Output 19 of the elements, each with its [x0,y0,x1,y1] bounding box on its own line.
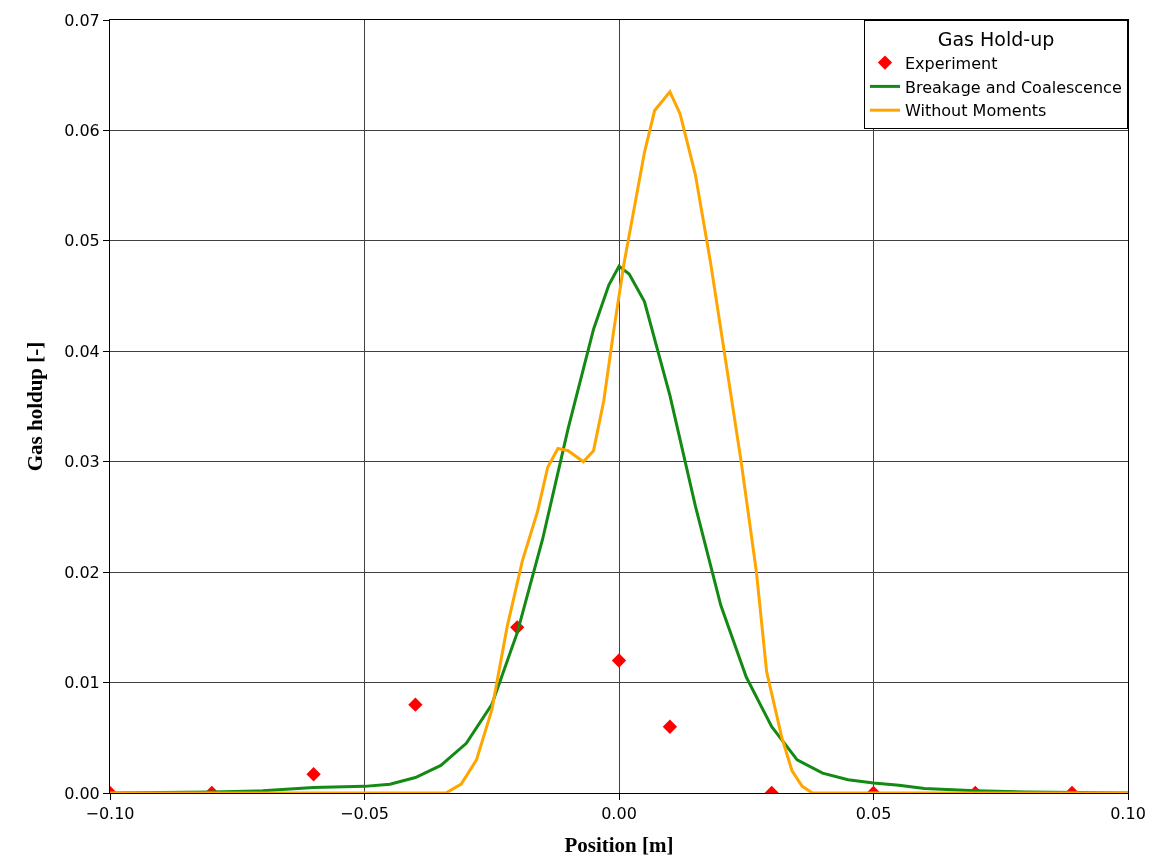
x-tick-label: −0.10 [85,804,135,824]
x-axis-title: Position [m] [564,833,674,858]
x-tick-label: −0.05 [339,804,390,824]
y-tick-label: 0.06 [64,121,100,141]
y-tick-label: 0.01 [64,673,100,693]
legend-label: Breakage and Coalescence [905,77,1122,97]
x-tick-label: 0.10 [1110,804,1146,824]
y-tick-label: 0.02 [64,562,100,582]
y-tick-label: 0.04 [64,341,100,361]
legend-label: Experiment [905,53,998,73]
y-tick-label: 0.05 [64,231,100,251]
y-tick-label: 0.00 [64,783,100,803]
legend-title: Gas Hold-up [937,27,1055,50]
x-tick-label: 0.00 [601,804,637,824]
y-axis-title: Gas holdup [-] [23,341,48,472]
y-tick-label: 0.07 [64,10,100,30]
legend-label: Without Moments [905,101,1047,121]
y-tick-label: 0.03 [64,452,100,472]
x-tick-label: 0.05 [855,804,892,824]
